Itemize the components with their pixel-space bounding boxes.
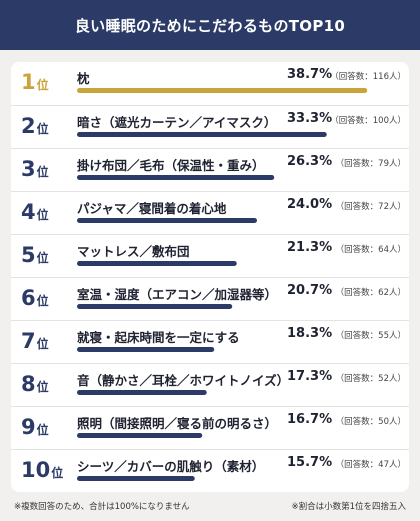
- category-label: 掛け布団／毛布（保温性・重み）: [77, 158, 265, 173]
- bar-10: [77, 476, 195, 481]
- rank-unit: 位: [36, 208, 49, 222]
- respondent-count-label: （回答数：116人）: [330, 72, 406, 82]
- rank-unit: 位: [36, 337, 49, 351]
- chart-row: 3位 掛け布団／毛布（保温性・重み） 26.3% （回答数：79人）: [11, 148, 409, 189]
- category-label: 室温・湿度（エアコン／加湿器等）: [77, 287, 278, 302]
- rank-number: 8: [21, 372, 36, 396]
- respondent-count-label: （回答数：52人）: [335, 374, 406, 384]
- percentage-label: 24.0%: [287, 197, 333, 212]
- bar-4: [77, 218, 257, 223]
- rank-number: 5: [21, 243, 36, 267]
- bar-9: [77, 433, 203, 438]
- bar-track: [77, 175, 275, 180]
- rank-label: 3位: [21, 157, 49, 181]
- chart-row: 9位 照明（間接照明／寝る前の明るさ） 16.7% （回答数：50人）: [11, 406, 409, 447]
- bar-2: [77, 132, 327, 137]
- chart-row: 2位 暗さ（遮光カーテン／アイマスク） 33.3% （回答数：100人）: [11, 105, 409, 146]
- rank-number: 6: [21, 286, 36, 310]
- rank-label: 9位: [21, 415, 49, 439]
- category-label: 音（静かさ／耳栓／ホワイトノイズ）: [77, 373, 290, 388]
- bar-track: [77, 390, 207, 395]
- rank-label: 8位: [21, 372, 49, 396]
- rank-unit: 位: [36, 423, 49, 437]
- rank-unit: 位: [36, 380, 49, 394]
- respondent-count-label: （回答数：55人）: [335, 331, 406, 341]
- rank-number: 4: [21, 200, 36, 224]
- percentage-label: 15.7%: [287, 455, 333, 470]
- bar-track: [77, 476, 195, 481]
- percentage-label: 20.7%: [287, 283, 333, 298]
- category-label: 暗さ（遮光カーテン／アイマスク）: [77, 115, 277, 130]
- rank-label: 5位: [21, 243, 49, 267]
- respondent-count-label: （回答数：62人）: [335, 288, 406, 298]
- percentage-label: 26.3%: [287, 154, 333, 169]
- category-label: パジャマ／寝間着の着心地: [77, 201, 227, 216]
- percentage-label: 18.3%: [287, 326, 333, 341]
- rank-unit: 位: [36, 251, 49, 265]
- bar-8: [77, 390, 207, 395]
- respondent-count-label: （回答数：72人）: [335, 202, 406, 212]
- page-title: 良い睡眠のためにこだわるものTOP10: [0, 0, 420, 50]
- bar-track: [77, 132, 327, 137]
- chart-row: 7位 就寝・起床時間を一定にする 18.3% （回答数：55人）: [11, 320, 409, 361]
- bar-track: [77, 88, 368, 93]
- bar-track: [77, 218, 257, 223]
- respondent-count-label: （回答数：79人）: [335, 159, 406, 169]
- chart-row: 8位 音（静かさ／耳栓／ホワイトノイズ） 17.3% （回答数：52人）: [11, 363, 409, 404]
- category-label: 照明（間接照明／寝る前の明るさ）: [77, 416, 278, 431]
- bar-track: [77, 347, 215, 352]
- category-label: マットレス／敷布団: [77, 244, 190, 259]
- rank-unit: 位: [51, 466, 64, 480]
- category-label: シーツ／カバーの肌触り（素材）: [77, 459, 265, 474]
- rank-number: 9: [21, 415, 36, 439]
- category-label: 枕: [77, 71, 90, 86]
- rank-label: 1位: [21, 70, 49, 94]
- rank-unit: 位: [36, 78, 49, 92]
- respondent-count-label: （回答数：47人）: [335, 460, 406, 470]
- bar-1: [77, 88, 368, 93]
- respondent-count-label: （回答数：50人）: [335, 417, 406, 427]
- rank-unit: 位: [36, 165, 49, 179]
- ranking-chart: 1位枕 38.7% （回答数：116人） 2位 暗さ（遮光カーテン／アイマスク） 33.3…: [11, 62, 409, 492]
- rank-number: 10: [21, 458, 51, 482]
- rank-number: 7: [21, 329, 36, 353]
- chart-row: 1位 枕 38.7% （回答数：116人）: [11, 62, 409, 102]
- rank-unit: 位: [36, 294, 49, 308]
- rank-number: 1: [21, 70, 36, 94]
- rank-label: 4位: [21, 200, 49, 224]
- bar-7: [77, 347, 215, 352]
- bar-track: [77, 304, 233, 309]
- percentage-label: 38.7%: [287, 67, 333, 82]
- rank-unit: 位: [36, 122, 49, 136]
- respondent-count-label: （回答数：100人）: [330, 116, 406, 126]
- percentage-label: 33.3%: [287, 111, 333, 126]
- rank-label: 2位: [21, 114, 49, 138]
- rank-number: 2: [21, 114, 36, 138]
- respondent-count-label: （回答数：64人）: [335, 245, 406, 255]
- rank-label: 6位: [21, 286, 49, 310]
- percentage-label: 17.3%: [287, 369, 333, 384]
- percentage-label: 21.3%: [287, 240, 333, 255]
- rank-label: 10位: [21, 458, 63, 482]
- bar-5: [77, 261, 237, 266]
- chart-row: 5位 マットレス／敷布団 21.3% （回答数：64人）: [11, 234, 409, 275]
- category-label: 就寝・起床時間を一定にする: [77, 330, 240, 345]
- footnote-multiple-answers: ※複数回答のため、合計は100%になりません: [14, 502, 190, 512]
- rank-number: 3: [21, 157, 36, 181]
- bar-track: [77, 433, 203, 438]
- bar-track: [77, 261, 237, 266]
- chart-row: 10位 シーツ／カバーの肌触り（素材） 15.7% （回答数：47人）: [11, 449, 409, 490]
- bar-3: [77, 175, 275, 180]
- bar-6: [77, 304, 233, 309]
- footnote-rounding: ※割合は小数第1位を四捨五入: [291, 502, 406, 512]
- rank-label: 7位: [21, 329, 49, 353]
- page-title-text: 良い睡眠のためにこだわるものTOP10: [74, 16, 346, 35]
- chart-row: 4位 パジャマ／寝間着の着心地 24.0% （回答数：72人）: [11, 191, 409, 232]
- chart-row: 6位 室温・湿度（エアコン／加湿器等） 20.7% （回答数：62人）: [11, 277, 409, 318]
- percentage-label: 16.7%: [287, 412, 333, 427]
